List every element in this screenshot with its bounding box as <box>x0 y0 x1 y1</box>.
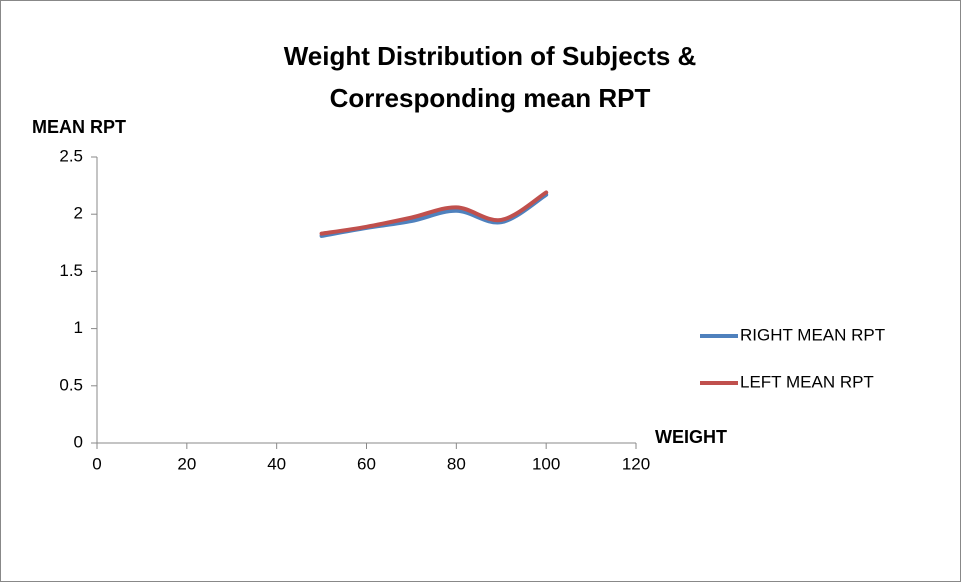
x-tick-label: 80 <box>447 454 466 473</box>
chart-title: Corresponding mean RPT <box>330 83 651 113</box>
x-tick-label: 40 <box>267 454 286 473</box>
y-tick-label: 0 <box>74 432 83 451</box>
x-tick-label: 100 <box>532 454 560 473</box>
y-tick-label: 1 <box>74 318 83 337</box>
y-tick-label: 0.5 <box>59 375 83 394</box>
x-tick-label: 120 <box>622 454 650 473</box>
x-tick-label: 60 <box>357 454 376 473</box>
y-tick-label: 2.5 <box>59 146 83 165</box>
x-tick-label: 20 <box>177 454 196 473</box>
y-axis-title: MEAN RPT <box>32 117 126 137</box>
x-tick-label: 0 <box>92 454 101 473</box>
legend-label: LEFT MEAN RPT <box>740 372 874 391</box>
y-tick-label: 2 <box>74 204 83 223</box>
x-axis-title: WEIGHT <box>655 427 727 447</box>
series-line <box>319 190 549 236</box>
y-tick-label: 1.5 <box>59 261 83 280</box>
chart-title: Weight Distribution of Subjects & <box>284 41 697 71</box>
legend-label: RIGHT MEAN RPT <box>740 325 885 344</box>
